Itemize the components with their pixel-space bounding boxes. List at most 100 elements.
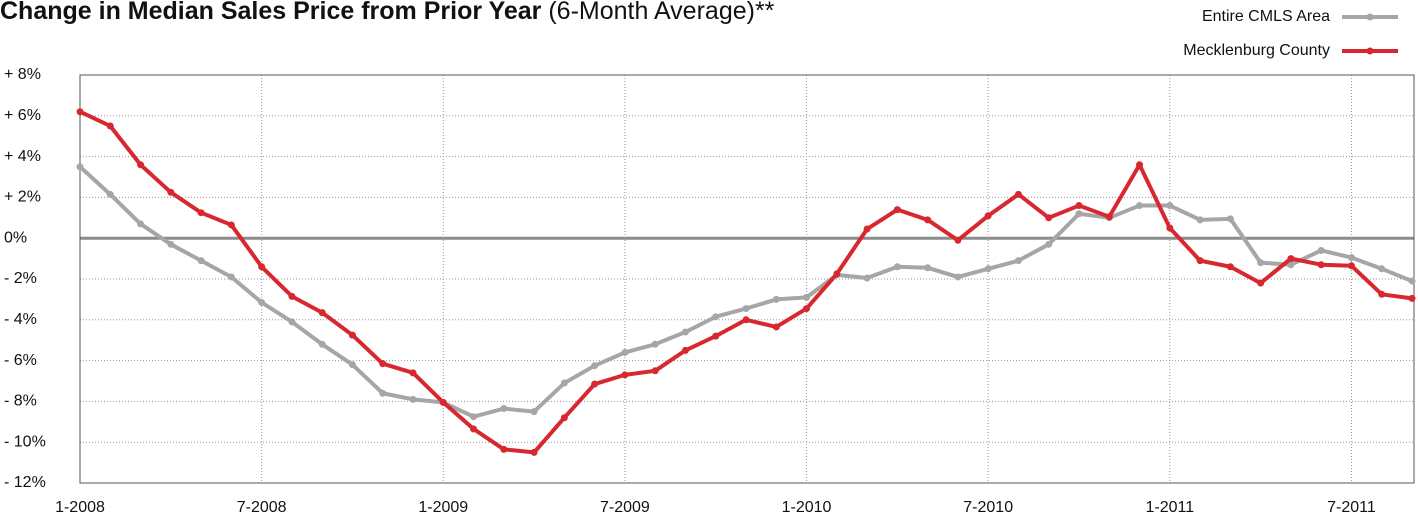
series-point	[227, 273, 235, 281]
series-point	[167, 240, 175, 248]
series-point	[1378, 290, 1386, 298]
series-point	[258, 263, 266, 271]
series-point	[1045, 214, 1053, 222]
title-main: Change in Median Sales Price from Prior …	[0, 0, 542, 25]
y-tick-label: - 8%	[4, 393, 37, 410]
series-point	[560, 414, 568, 422]
series-point	[954, 273, 962, 281]
series-point	[1014, 190, 1022, 198]
series-point	[712, 313, 720, 321]
title-note: (6-Month Average)**	[548, 0, 774, 25]
series-point	[288, 318, 296, 326]
series-point	[712, 332, 720, 340]
series-point	[1014, 257, 1022, 265]
series-point	[1075, 202, 1083, 210]
series-point	[924, 264, 932, 272]
y-tick-label: 0%	[4, 229, 27, 246]
legend-label: Mecklenburg County	[1183, 42, 1330, 59]
series-point	[1226, 215, 1234, 223]
series-point	[76, 108, 84, 116]
series-point	[1166, 202, 1174, 210]
series-point	[288, 292, 296, 300]
series-point	[863, 274, 871, 282]
series-point	[1347, 262, 1355, 270]
series-point	[1347, 254, 1355, 262]
x-tick-label: 7-2011	[1327, 499, 1376, 516]
series-point	[106, 190, 114, 198]
series-point	[318, 340, 326, 348]
series-point	[137, 161, 145, 169]
series-point	[621, 371, 629, 379]
series-point	[984, 212, 992, 220]
series-point	[924, 216, 932, 224]
series-point	[470, 413, 478, 421]
series-point	[1378, 265, 1386, 273]
x-tick-label: 1-2010	[782, 499, 832, 516]
series-point	[1075, 210, 1083, 218]
series-point	[348, 361, 356, 369]
series-point	[500, 445, 508, 453]
series-point	[439, 398, 447, 406]
series-point	[772, 323, 780, 331]
series-point	[530, 448, 538, 456]
series-point	[984, 265, 992, 273]
y-tick-label: + 4%	[4, 148, 41, 165]
legend-marker	[1366, 47, 1374, 55]
series-line	[78, 165, 1413, 419]
series-point	[1136, 202, 1144, 210]
series-point	[591, 380, 599, 388]
series-point	[1226, 263, 1234, 271]
x-tick-label: 1-2008	[55, 499, 105, 516]
series-point	[742, 316, 750, 324]
series-point	[893, 263, 901, 271]
x-tick-label: 7-2009	[600, 499, 650, 516]
series-point	[893, 206, 901, 214]
y-tick-label: + 8%	[4, 66, 41, 83]
series-point	[1317, 261, 1325, 269]
y-tick-label: + 2%	[4, 189, 41, 206]
series-point	[348, 331, 356, 339]
y-tick-label: - 2%	[4, 270, 37, 287]
series-point	[500, 405, 508, 413]
series-point	[742, 305, 750, 313]
legend-label: Entire CMLS Area	[1202, 8, 1330, 25]
series-point	[258, 298, 266, 306]
series-point	[379, 389, 387, 397]
series-point	[409, 395, 417, 403]
x-tick-label: 1-2009	[418, 499, 468, 516]
legend-marker	[1366, 13, 1374, 21]
y-tick-label: - 10%	[4, 433, 46, 450]
series-point	[1287, 261, 1295, 269]
series-point	[863, 225, 871, 233]
y-tick-label: - 6%	[4, 352, 37, 369]
series-point	[137, 220, 145, 228]
chart-title: Change in Median Sales Price from Prior …	[0, 0, 775, 25]
y-tick-label: + 6%	[4, 107, 41, 124]
series-point	[76, 163, 84, 171]
series-point	[833, 270, 841, 278]
series-point	[803, 293, 811, 301]
series-point	[227, 221, 235, 229]
series-point	[167, 188, 175, 196]
x-tick-label: 1-2011	[1145, 499, 1194, 516]
series-point	[803, 305, 811, 313]
y-tick-label: - 4%	[4, 311, 37, 328]
series-point	[591, 362, 599, 370]
x-tick-label: 7-2010	[963, 499, 1013, 516]
series-point	[197, 209, 205, 217]
series-point	[1136, 161, 1144, 169]
series-point	[1317, 246, 1325, 254]
series-point	[954, 236, 962, 244]
series-point	[1408, 277, 1416, 285]
series-point	[772, 295, 780, 303]
series-point	[379, 360, 387, 368]
series-point	[651, 367, 659, 375]
series-point	[560, 379, 568, 387]
series-point	[1196, 216, 1204, 224]
series-point	[681, 328, 689, 336]
series-point	[651, 340, 659, 348]
series-point	[318, 309, 326, 317]
series-point	[197, 257, 205, 265]
series-point	[470, 425, 478, 433]
